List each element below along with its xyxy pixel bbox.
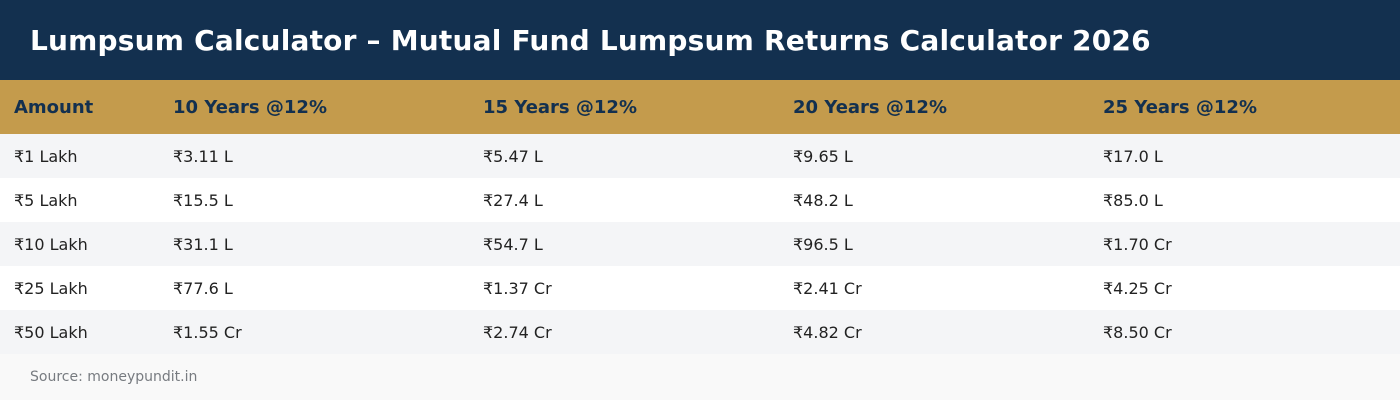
column-header-25-years: 25 Years @12% <box>1103 96 1257 118</box>
amount-cell: ₹1 Lakh <box>14 146 78 166</box>
page-title: Lumpsum Calculator – Mutual Fund Lumpsum… <box>30 23 1151 57</box>
amount-cell: ₹25 Lakh <box>14 278 88 298</box>
value-cell: ₹31.1 L <box>173 234 233 254</box>
value-cell: ₹54.7 L <box>483 234 543 254</box>
value-cell: ₹1.70 Cr <box>1103 234 1172 254</box>
column-header-amount: Amount <box>14 96 94 118</box>
value-cell: ₹4.25 Cr <box>1103 278 1172 298</box>
table-row: ₹10 Lakh ₹31.1 L ₹54.7 L ₹96.5 L ₹1.70 C… <box>0 222 1400 266</box>
page-header: Lumpsum Calculator – Mutual Fund Lumpsum… <box>0 0 1400 80</box>
value-cell: ₹48.2 L <box>793 190 853 210</box>
table-header: Amount 10 Years @12% 15 Years @12% 20 Ye… <box>0 80 1400 134</box>
column-header-20-years: 20 Years @12% <box>793 96 947 118</box>
value-cell: ₹5.47 L <box>483 146 543 166</box>
value-cell: ₹2.74 Cr <box>483 322 552 342</box>
amount-cell: ₹50 Lakh <box>14 322 88 342</box>
value-cell: ₹2.41 Cr <box>793 278 862 298</box>
value-cell: ₹85.0 L <box>1103 190 1163 210</box>
value-cell: ₹8.50 Cr <box>1103 322 1172 342</box>
amount-cell: ₹5 Lakh <box>14 190 78 210</box>
returns-table: Amount 10 Years @12% 15 Years @12% 20 Ye… <box>0 80 1400 354</box>
value-cell: ₹27.4 L <box>483 190 543 210</box>
column-header-10-years: 10 Years @12% <box>173 96 327 118</box>
table-row: ₹5 Lakh ₹15.5 L ₹27.4 L ₹48.2 L ₹85.0 L <box>0 178 1400 222</box>
value-cell: ₹9.65 L <box>793 146 853 166</box>
value-cell: ₹77.6 L <box>173 278 233 298</box>
value-cell: ₹17.0 L <box>1103 146 1163 166</box>
value-cell: ₹4.82 Cr <box>793 322 862 342</box>
table-body: ₹1 Lakh ₹3.11 L ₹5.47 L ₹9.65 L ₹17.0 L … <box>0 134 1400 354</box>
value-cell: ₹3.11 L <box>173 146 233 166</box>
source-footer: Source: moneypundit.in <box>0 354 1400 400</box>
table-header-row: Amount 10 Years @12% 15 Years @12% 20 Ye… <box>0 80 1400 134</box>
table-row: ₹1 Lakh ₹3.11 L ₹5.47 L ₹9.65 L ₹17.0 L <box>0 134 1400 178</box>
value-cell: ₹15.5 L <box>173 190 233 210</box>
value-cell: ₹1.37 Cr <box>483 278 552 298</box>
table-row: ₹50 Lakh ₹1.55 Cr ₹2.74 Cr ₹4.82 Cr ₹8.5… <box>0 310 1400 354</box>
table-row: ₹25 Lakh ₹77.6 L ₹1.37 Cr ₹2.41 Cr ₹4.25… <box>0 266 1400 310</box>
value-cell: ₹96.5 L <box>793 234 853 254</box>
value-cell: ₹1.55 Cr <box>173 322 242 342</box>
source-text: Source: moneypundit.in <box>30 369 198 385</box>
amount-cell: ₹10 Lakh <box>14 234 88 254</box>
column-header-15-years: 15 Years @12% <box>483 96 637 118</box>
